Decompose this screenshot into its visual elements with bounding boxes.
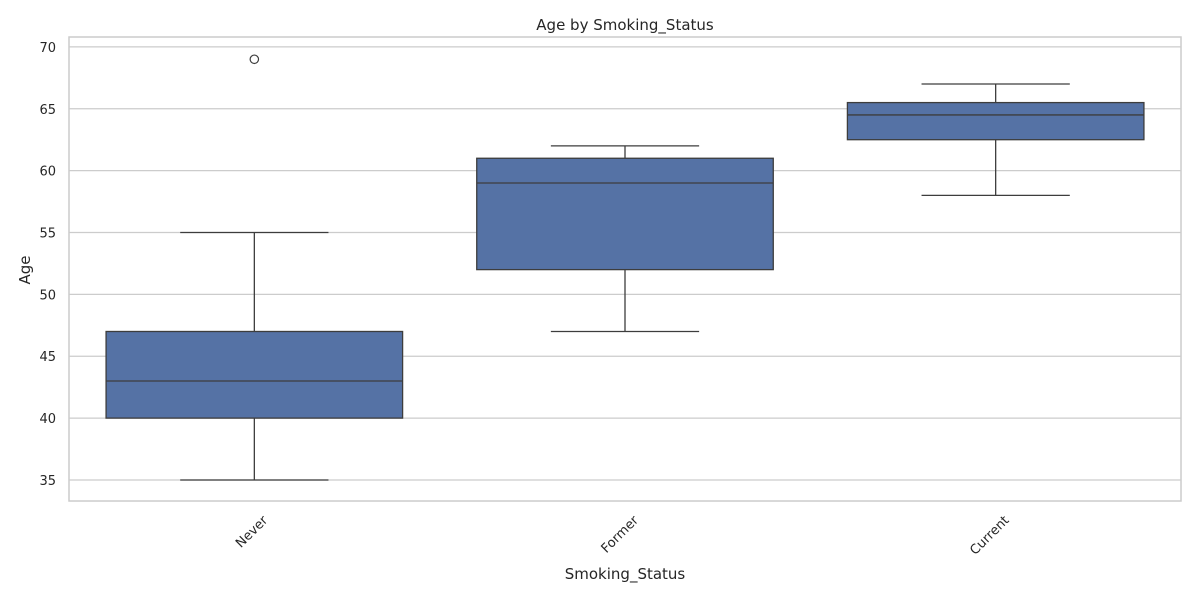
y-axis-label: Age (16, 255, 34, 284)
chart-title: Age by Smoking_Status (536, 16, 714, 35)
box-current (846, 83, 1145, 197)
iqr-box (105, 330, 404, 419)
y-tick-label-35: 35 (39, 474, 56, 489)
y-tick-label-55: 55 (39, 226, 56, 241)
y-tick-label-45: 45 (39, 350, 56, 365)
y-tick-labels: 35 40 45 50 55 60 65 70 (39, 41, 56, 489)
x-tick-label-former: Former (599, 513, 643, 557)
box-never (105, 54, 404, 481)
box-layer (105, 54, 1145, 481)
box-former (476, 145, 774, 333)
iqr-box (476, 157, 774, 271)
y-tick-label-70: 70 (39, 41, 56, 56)
iqr-box (846, 101, 1145, 141)
outlier-point (249, 54, 260, 65)
x-tick-label-never: Never (233, 513, 271, 551)
x-tick-labels: Never Former Current (233, 513, 1012, 559)
y-tick-label-40: 40 (39, 412, 56, 427)
y-tick-label-60: 60 (39, 165, 56, 180)
y-tick-label-65: 65 (39, 103, 56, 118)
plot-frame (68, 36, 1182, 502)
y-tick-label-50: 50 (39, 288, 56, 303)
x-tick-label-current: Current (967, 513, 1012, 558)
x-axis-label: Smoking_Status (565, 565, 686, 584)
